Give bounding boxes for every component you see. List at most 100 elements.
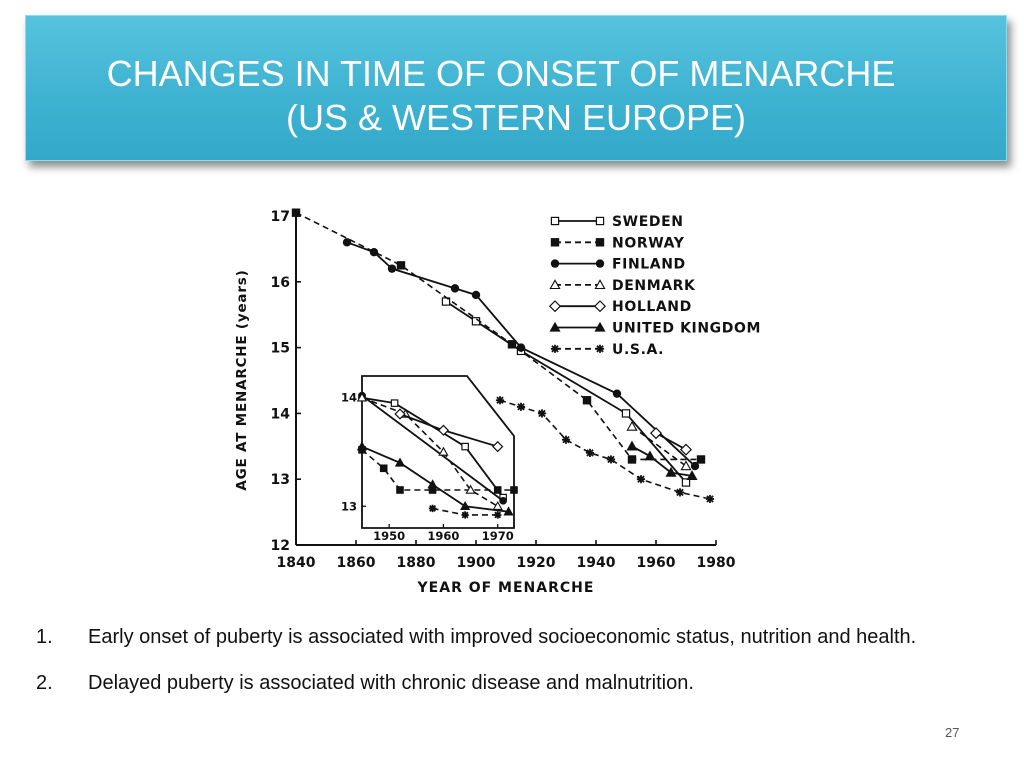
- main-u-s-a-point-shape: [606, 455, 616, 464]
- main-norway-point: [696, 455, 706, 464]
- inset-u-s-a-point: [461, 511, 469, 519]
- x-tick-label: 1900: [457, 555, 496, 571]
- legend-holland-marker-right-shape: [593, 300, 607, 313]
- x-tick-label: 1980: [697, 555, 736, 571]
- main-finland-point: [471, 290, 481, 300]
- main-norway-point: [507, 340, 517, 349]
- y-tick-label: 17: [271, 209, 290, 225]
- legend-norway-marker-left-shape: [550, 238, 560, 247]
- inset-denmark-point: [356, 392, 368, 402]
- note-text: Delayed puberty is associated with chron…: [88, 672, 694, 694]
- legend-holland: HOLLAND: [548, 299, 691, 315]
- main-norway-point-shape: [396, 261, 406, 270]
- main-holland-point-shape: [649, 427, 663, 440]
- inset-norway-point: [396, 486, 404, 494]
- legend-finland-marker-left: [550, 259, 560, 268]
- legend-united-kingdom-marker-right-shape: [594, 321, 606, 332]
- main-finland-point: [369, 247, 379, 257]
- legend-finland-label: FINLAND: [612, 257, 686, 273]
- legend-sweden: SWEDEN: [550, 214, 683, 230]
- main-denmark-line: [631, 425, 687, 467]
- inset-denmark-point-shape: [356, 392, 368, 402]
- legend-sweden-marker-right-shape: [595, 216, 605, 226]
- inset-norway-point-shape: [510, 486, 518, 494]
- y-tick-label: 13: [271, 472, 290, 488]
- inset-united-kingdom-point: [427, 479, 438, 489]
- legend-holland-marker-left: [548, 300, 562, 313]
- main-norway-line: [295, 211, 701, 461]
- main-holland-series: [649, 427, 693, 456]
- main-norway-point: [582, 396, 592, 405]
- inset-u-s-a-point-shape: [494, 511, 502, 519]
- main-denmark-point-shape: [626, 420, 638, 431]
- inset-norway-point-shape: [396, 486, 404, 494]
- x-tick-label: 1920: [517, 555, 556, 571]
- main-finland-point-shape: [516, 343, 526, 352]
- inset-united-kingdom-series: [356, 441, 514, 516]
- note-item: 2. Delayed puberty is associated with ch…: [36, 668, 956, 698]
- legend-united-kingdom-label: UNITED KINGDOM: [612, 321, 761, 337]
- main-norway-point-shape: [582, 396, 592, 405]
- page-number: 27: [945, 725, 960, 740]
- main-u-s-a-series: [495, 396, 715, 504]
- main-holland-point-shape: [679, 443, 693, 456]
- inset-sweden-point: [461, 442, 469, 451]
- main-denmark-point: [626, 420, 638, 431]
- main-united-kingdom-point-shape: [644, 450, 656, 461]
- inset-holland-point-shape: [437, 424, 450, 436]
- x-tick-label: 1880: [397, 555, 436, 571]
- main-norway-point: [291, 208, 301, 217]
- main-u-s-a-point-shape: [516, 402, 526, 411]
- inset-sweden-point: [390, 399, 399, 407]
- main-u-s-a-point: [561, 435, 571, 444]
- main-u-s-a-point: [636, 475, 646, 484]
- legend-norway-marker-right-shape: [595, 238, 605, 247]
- inset-holland-series: [394, 408, 504, 453]
- legend-norway-marker-left: [550, 238, 560, 247]
- notes-list: 1. Early onset of puberty is associated …: [36, 622, 956, 714]
- main-finland-point: [690, 461, 700, 471]
- inset-denmark-point: [465, 484, 476, 494]
- inset-denmark-series: [356, 392, 503, 511]
- legend-holland-marker-left-shape: [548, 300, 562, 313]
- x-tick-label: 1940: [577, 555, 616, 571]
- main-u-s-a-point-shape: [675, 488, 685, 497]
- main-u-s-a-point: [495, 396, 505, 405]
- inset-norway-point-shape: [493, 486, 502, 494]
- legend-denmark-marker-left: [549, 279, 561, 290]
- note-item: 1. Early onset of puberty is associated …: [36, 622, 956, 652]
- legend-holland-marker-right: [593, 300, 607, 313]
- main-holland-point: [649, 427, 663, 440]
- legend-finland-marker-right-shape: [595, 259, 605, 268]
- x-tick-label: 1960: [637, 555, 676, 571]
- inset-united-kingdom-point-shape: [459, 500, 471, 511]
- main-u-s-a-point-shape: [561, 435, 571, 444]
- main-finland-point-shape: [387, 264, 397, 273]
- legend-united-kingdom: UNITED KINGDOM: [549, 321, 761, 337]
- legend-norway-marker-right: [595, 238, 605, 247]
- x-axis-label: YEAR OF MENARCHE: [417, 580, 595, 596]
- main-sweden-point: [681, 478, 691, 487]
- main-finland-point: [450, 284, 460, 293]
- inset-y-tick-label: 14: [341, 391, 357, 405]
- legend-sweden-marker-left-shape: [550, 216, 560, 226]
- main-finland-series: [342, 238, 700, 471]
- chart-legend: SWEDEN NORWAY FINLAND DENMARK HOLLAND UNITED …: [548, 214, 761, 358]
- inset-u-s-a-series: [428, 504, 502, 519]
- inset-denmark-point: [438, 446, 449, 456]
- main-u-s-a-line: [499, 399, 711, 500]
- y-tick-label: 15: [271, 341, 290, 357]
- main-united-kingdom-point: [686, 470, 698, 481]
- main-united-kingdom-point-shape: [626, 440, 638, 451]
- main-denmark-series: [626, 420, 692, 471]
- legend-norway: NORWAY: [550, 235, 684, 251]
- main-united-kingdom-point: [626, 440, 638, 451]
- main-finland-point: [516, 343, 526, 352]
- main-denmark-point: [680, 460, 692, 471]
- inset-x-tick-label: 1950: [373, 529, 405, 543]
- inset-united-kingdom-point: [503, 506, 514, 516]
- inset-norway-point: [379, 464, 388, 473]
- main-finland-point-shape: [369, 247, 379, 257]
- inset-united-kingdom-point: [459, 500, 471, 511]
